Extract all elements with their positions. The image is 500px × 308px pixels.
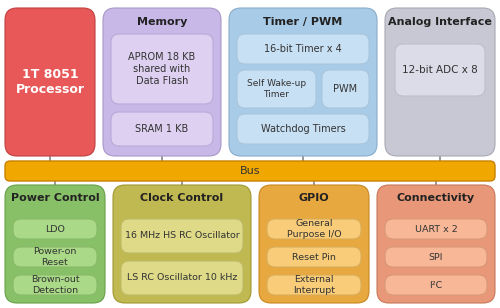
Text: GPIO: GPIO [298, 193, 330, 203]
FancyBboxPatch shape [237, 34, 369, 64]
FancyBboxPatch shape [322, 70, 369, 108]
FancyBboxPatch shape [385, 8, 495, 156]
FancyBboxPatch shape [377, 185, 495, 303]
FancyBboxPatch shape [111, 112, 213, 146]
Text: APROM 18 KB
shared with
Data Flash: APROM 18 KB shared with Data Flash [128, 52, 196, 86]
Text: Power Control: Power Control [10, 193, 100, 203]
FancyBboxPatch shape [5, 161, 495, 181]
Text: 16-bit Timer x 4: 16-bit Timer x 4 [264, 44, 342, 54]
Text: PWM: PWM [334, 84, 357, 94]
FancyBboxPatch shape [267, 247, 361, 267]
Text: LS RC Oscillator 10 kHz: LS RC Oscillator 10 kHz [127, 274, 237, 282]
FancyBboxPatch shape [111, 34, 213, 104]
FancyBboxPatch shape [103, 8, 221, 156]
Text: SRAM 1 KB: SRAM 1 KB [136, 124, 188, 134]
FancyBboxPatch shape [13, 275, 97, 295]
FancyBboxPatch shape [5, 185, 105, 303]
FancyBboxPatch shape [5, 8, 95, 156]
Text: Watchdog Timers: Watchdog Timers [260, 124, 346, 134]
FancyBboxPatch shape [385, 275, 487, 295]
Text: General
Purpose I/O: General Purpose I/O [286, 219, 342, 239]
FancyBboxPatch shape [13, 219, 97, 239]
FancyBboxPatch shape [113, 185, 251, 303]
Text: Connectivity: Connectivity [397, 193, 475, 203]
FancyBboxPatch shape [121, 261, 243, 295]
FancyBboxPatch shape [267, 219, 361, 239]
Text: Clock Control: Clock Control [140, 193, 224, 203]
Text: 16 MHz HS RC Oscillator: 16 MHz HS RC Oscillator [124, 232, 240, 241]
Text: 1T 8051
Processor: 1T 8051 Processor [16, 68, 84, 96]
Text: Bus: Bus [240, 166, 260, 176]
FancyBboxPatch shape [121, 219, 243, 253]
Text: Timer / PWM: Timer / PWM [264, 17, 342, 27]
Text: Memory: Memory [137, 17, 187, 27]
FancyBboxPatch shape [259, 185, 369, 303]
FancyBboxPatch shape [267, 275, 361, 295]
Text: I²C: I²C [430, 281, 442, 290]
FancyBboxPatch shape [395, 44, 485, 96]
Text: LDO: LDO [45, 225, 65, 233]
FancyBboxPatch shape [229, 8, 377, 156]
Text: Brown-out
Detection: Brown-out Detection [30, 275, 80, 295]
Text: SPI: SPI [429, 253, 444, 261]
FancyBboxPatch shape [13, 247, 97, 267]
Text: Power-on
Reset: Power-on Reset [34, 247, 76, 267]
Text: UART x 2: UART x 2 [414, 225, 458, 233]
FancyBboxPatch shape [385, 219, 487, 239]
Text: Self Wake-up
Timer: Self Wake-up Timer [247, 79, 306, 99]
Text: Reset Pin: Reset Pin [292, 253, 336, 261]
FancyBboxPatch shape [237, 70, 316, 108]
FancyBboxPatch shape [385, 247, 487, 267]
Text: External
Interrupt: External Interrupt [293, 275, 335, 295]
Text: Analog Interface: Analog Interface [388, 17, 492, 27]
Text: 12-bit ADC x 8: 12-bit ADC x 8 [402, 65, 478, 75]
FancyBboxPatch shape [237, 114, 369, 144]
